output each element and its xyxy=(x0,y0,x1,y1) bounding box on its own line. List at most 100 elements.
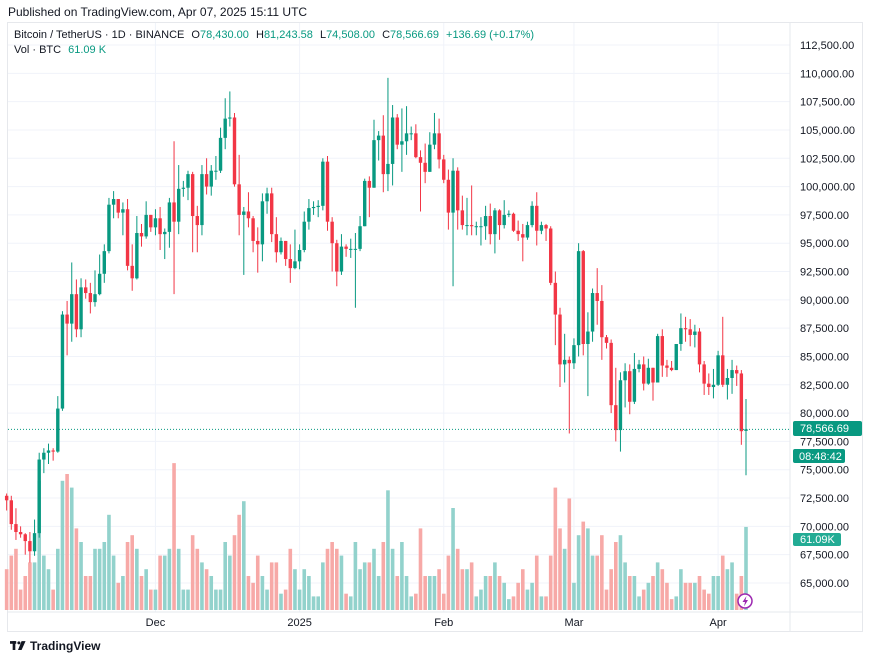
candle-body xyxy=(530,205,534,226)
volume-bar xyxy=(618,535,623,610)
volume-bar xyxy=(135,548,139,610)
candle-body xyxy=(609,342,613,406)
candle-body xyxy=(474,226,478,228)
y-tick-label: 70,000.00 xyxy=(800,521,849,533)
candle-body xyxy=(167,202,172,232)
candle-body xyxy=(586,331,590,345)
volume-bar xyxy=(534,555,539,610)
volume-bar xyxy=(330,542,334,610)
candle-body xyxy=(283,240,288,260)
candle-body xyxy=(363,180,367,227)
volume-bar xyxy=(516,582,520,610)
volume-bar xyxy=(530,582,534,610)
candle-body xyxy=(414,133,418,158)
volume-bar xyxy=(739,576,744,610)
candle-body xyxy=(404,133,409,142)
candle-body xyxy=(149,214,153,228)
candle-body xyxy=(321,161,325,206)
legend-ohlc-row: Bitcoin / TetherUS · 1D · BINANCE O78,43… xyxy=(14,28,538,43)
legend: Bitcoin / TetherUS · 1D · BINANCE O78,43… xyxy=(14,28,538,58)
candle-body xyxy=(456,170,460,211)
price-tag-countdown: 08:48:42 xyxy=(799,451,842,463)
candle-body xyxy=(549,228,553,283)
y-tick-label: 92,500.00 xyxy=(800,267,849,279)
candle-body xyxy=(418,157,423,163)
y-tick-label: 82,500.00 xyxy=(800,380,849,392)
candle-body xyxy=(539,225,544,231)
candle-body xyxy=(711,384,716,388)
volume-bar xyxy=(390,548,395,610)
candle-body xyxy=(479,226,483,228)
x-tick-label: Apr xyxy=(710,617,727,629)
volume-bar xyxy=(665,582,669,610)
tradingview-brand[interactable]: TradingView xyxy=(10,639,100,653)
candle-body xyxy=(265,193,269,202)
volume-bar xyxy=(460,569,465,610)
candle-body xyxy=(442,159,446,180)
candle-body xyxy=(669,367,674,371)
volume-bar xyxy=(325,548,330,610)
volume-bar xyxy=(162,555,167,610)
volume-bar xyxy=(730,562,734,610)
candle-body xyxy=(190,174,195,217)
x-tick-label: Dec xyxy=(146,617,166,629)
volume-bar xyxy=(293,569,297,610)
volume-bar xyxy=(214,589,218,610)
candle-body xyxy=(200,174,204,226)
volume-bar xyxy=(386,490,390,610)
volume-bar xyxy=(88,576,93,610)
volume-bar xyxy=(9,555,14,610)
volume-bar xyxy=(553,487,558,610)
candle-body xyxy=(223,118,227,138)
candle-body xyxy=(256,240,260,245)
volume-bar xyxy=(381,542,386,610)
y-tick-label: 102,500.00 xyxy=(800,153,855,165)
volume-bar xyxy=(488,576,493,610)
candle-body xyxy=(270,193,274,235)
volume-bar xyxy=(441,593,446,610)
candle-body xyxy=(232,117,237,185)
volume-bar xyxy=(465,569,469,610)
volume-bar xyxy=(497,576,502,610)
y-tick-label: 97,500.00 xyxy=(800,210,849,222)
volume-bar xyxy=(251,582,255,610)
volume-bar xyxy=(414,593,418,610)
candle-body xyxy=(74,294,79,330)
candle-body xyxy=(721,355,725,385)
volume-bar xyxy=(627,576,632,610)
volume-bar xyxy=(409,596,413,610)
candle-body xyxy=(279,240,283,253)
x-tick-label: Mar xyxy=(564,617,583,629)
volume-bar xyxy=(153,589,158,610)
volume-bar xyxy=(376,576,381,610)
candle-body xyxy=(9,500,13,525)
candle-body xyxy=(614,405,618,431)
volume-bar xyxy=(158,555,162,610)
volume-bar xyxy=(223,542,227,610)
symbol-label[interactable]: Bitcoin / TetherUS · 1D · BINANCE xyxy=(14,29,185,41)
candle-body xyxy=(260,201,265,245)
volume-bar xyxy=(195,548,200,610)
volume-bar xyxy=(246,576,251,610)
candle-body xyxy=(465,225,469,227)
candle-body xyxy=(70,294,74,324)
x-tick-label: 2025 xyxy=(287,617,311,629)
volume-bar xyxy=(367,562,372,610)
volume-bar xyxy=(311,596,316,610)
volume-bar xyxy=(446,555,451,610)
candle-body xyxy=(65,314,69,324)
candle-body xyxy=(590,293,595,332)
volume-bar xyxy=(190,535,195,610)
candle-body xyxy=(107,204,111,252)
candle-body xyxy=(297,250,302,262)
volume-bar xyxy=(483,576,488,610)
volume-bar xyxy=(125,542,130,610)
volume-bar xyxy=(479,589,483,610)
volume-bar xyxy=(404,576,409,610)
candle-body xyxy=(246,211,251,219)
volume-bar xyxy=(69,487,74,610)
candle-body xyxy=(702,364,706,384)
candle-body xyxy=(288,259,292,269)
candle-body xyxy=(683,328,688,330)
